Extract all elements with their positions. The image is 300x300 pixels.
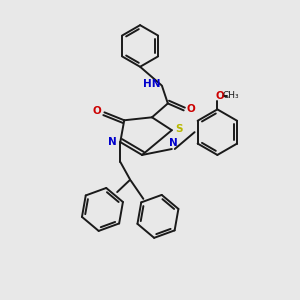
Text: N: N	[169, 138, 178, 148]
Text: S: S	[175, 124, 182, 134]
Text: O: O	[216, 91, 225, 100]
Text: HN: HN	[143, 79, 161, 88]
Text: O: O	[92, 106, 101, 116]
Text: O: O	[186, 104, 195, 114]
Text: CH₃: CH₃	[223, 91, 240, 100]
Text: N: N	[108, 137, 117, 147]
